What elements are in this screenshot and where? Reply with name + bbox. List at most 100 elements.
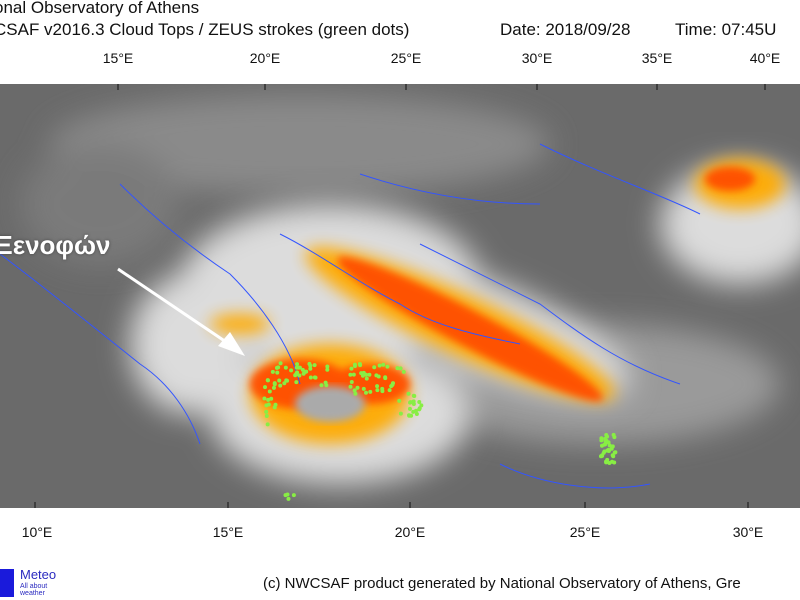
lightning-stroke-dot	[411, 399, 416, 404]
lightning-stroke-dot	[383, 376, 388, 381]
lightning-stroke-dot	[270, 369, 275, 374]
top-axis-tick: 30°E	[521, 50, 553, 66]
lightning-stroke-dot	[265, 422, 270, 427]
lightning-stroke-dot	[364, 390, 369, 395]
lightning-stroke-dot	[417, 407, 422, 412]
lightning-stroke-dot	[295, 370, 300, 375]
bottom-axis-tick: 15°E	[212, 524, 244, 540]
lightning-stroke-dot	[606, 440, 611, 445]
top-axis-tick: 35°E	[641, 50, 673, 66]
lightning-stroke-dot	[606, 447, 611, 452]
lightning-stroke-dot	[380, 389, 385, 394]
lightning-stroke-dot	[599, 436, 604, 441]
bottom-axis-tick: 30°E	[732, 524, 764, 540]
meteo-logo-title: Meteo	[20, 567, 57, 582]
lightning-stroke-dot	[291, 493, 296, 498]
lightning-stroke-dot	[377, 363, 382, 368]
lightning-stroke-dot	[294, 380, 299, 385]
lightning-stroke-dot	[611, 432, 616, 437]
lightning-stroke-dot	[408, 400, 413, 405]
lightning-stroke-dot	[602, 449, 607, 454]
top-axis-tick: 40°E	[749, 50, 781, 66]
lightning-stroke-dot	[398, 366, 403, 371]
title-line-1: onal Observatory of Athens	[0, 0, 200, 17]
lightning-stroke-dot	[387, 388, 392, 393]
lightning-stroke-dot	[278, 383, 283, 388]
lightning-stroke-dot	[397, 398, 402, 403]
lightning-stroke-dot	[605, 457, 610, 462]
lightning-stroke-dot	[295, 362, 300, 367]
lightning-stroke-dot	[395, 366, 400, 371]
lightning-stroke-dot	[263, 385, 268, 390]
lightning-stroke-dot	[269, 396, 274, 401]
lightning-stroke-dot	[355, 385, 360, 390]
lightning-stroke-dot	[325, 364, 330, 369]
lightning-stroke-dot	[289, 368, 294, 373]
lightning-stroke-dot	[351, 372, 356, 377]
lightning-stroke-dot	[613, 450, 618, 455]
lightning-stroke-dot	[352, 388, 357, 393]
lightning-stroke-dot	[283, 365, 288, 370]
lightning-stroke-dot	[349, 366, 354, 371]
lightning-stroke-dot	[266, 397, 271, 402]
lightning-stroke-dot	[372, 365, 377, 370]
lightning-stroke-dot	[603, 442, 608, 447]
lightning-stroke-dot	[391, 381, 396, 386]
lightning-stroke-dot	[348, 372, 353, 377]
lightning-stroke-dot	[319, 383, 324, 388]
lightning-stroke-dot	[283, 493, 288, 498]
annotation-arrow	[117, 267, 245, 356]
lightning-stroke-dot	[398, 411, 403, 416]
lightning-stroke-dot	[262, 396, 267, 401]
lightning-stroke-dot	[600, 453, 605, 458]
lightning-stroke-dot	[406, 391, 411, 396]
top-axis-tick: 20°E	[249, 50, 281, 66]
lightning-stroke-dot	[361, 386, 366, 391]
lightning-stroke-dot	[605, 434, 610, 439]
lightning-stroke-dot	[325, 367, 330, 372]
credit-text: (c) NWCSAF product generated by National…	[263, 575, 741, 592]
lightning-stroke-dot	[349, 380, 354, 385]
lightning-stroke-dot	[282, 381, 287, 386]
lightning-stroke-dot	[267, 389, 272, 394]
title-line-2: CSAF v2016.3 Cloud Tops / ZEUS strokes (…	[0, 20, 410, 39]
lightning-stroke-dot	[364, 376, 369, 381]
lightning-stroke-dot	[412, 394, 417, 399]
lightning-stroke-dot	[610, 444, 615, 449]
date-label: Date: 2018/09/28	[500, 20, 631, 39]
lightning-stroke-dot	[359, 371, 364, 376]
lightning-stroke-dot	[407, 413, 412, 418]
lightning-stroke-dot	[353, 391, 358, 396]
lightning-stroke-dot	[286, 496, 291, 501]
lightning-stroke-dot	[375, 384, 380, 389]
lightning-stroke-dot	[276, 365, 281, 370]
lightning-stroke-dot	[407, 406, 412, 411]
lightning-stroke-dot	[611, 454, 616, 459]
lightning-stroke-dot	[272, 382, 277, 387]
lightning-stroke-dot	[599, 443, 604, 448]
lightning-stroke-dot	[357, 362, 362, 367]
lightning-stroke-dot	[381, 362, 386, 367]
bottom-axis-tick: 25°E	[569, 524, 601, 540]
lightning-stroke-dot	[607, 443, 612, 448]
lightning-stroke-dot	[271, 385, 276, 390]
lightning-stroke-dot	[401, 369, 406, 374]
lightning-stroke-dot	[264, 409, 269, 414]
lightning-stroke-dot	[414, 408, 419, 413]
lightning-stroke-dot	[265, 378, 270, 383]
lightning-stroke-dot	[364, 372, 369, 377]
lightning-stroke-dot	[348, 384, 353, 389]
lightning-stroke-dot	[308, 375, 313, 380]
lightning-stroke-dot	[385, 364, 390, 369]
lightning-stroke-dot	[308, 363, 313, 368]
lightning-stroke-dot	[368, 389, 373, 394]
bottom-axis-tick: 10°E	[21, 524, 53, 540]
lightning-stroke-dot	[308, 366, 313, 371]
lightning-stroke-dot	[417, 399, 422, 404]
lightning-stroke-dot	[367, 372, 372, 377]
bottom-axis-tick: 20°E	[394, 524, 426, 540]
lightning-stroke-dot	[312, 375, 317, 380]
lightning-stroke-dot	[610, 459, 615, 464]
lightning-stroke-dot	[323, 380, 328, 385]
lightning-stroke-dot	[284, 378, 289, 383]
